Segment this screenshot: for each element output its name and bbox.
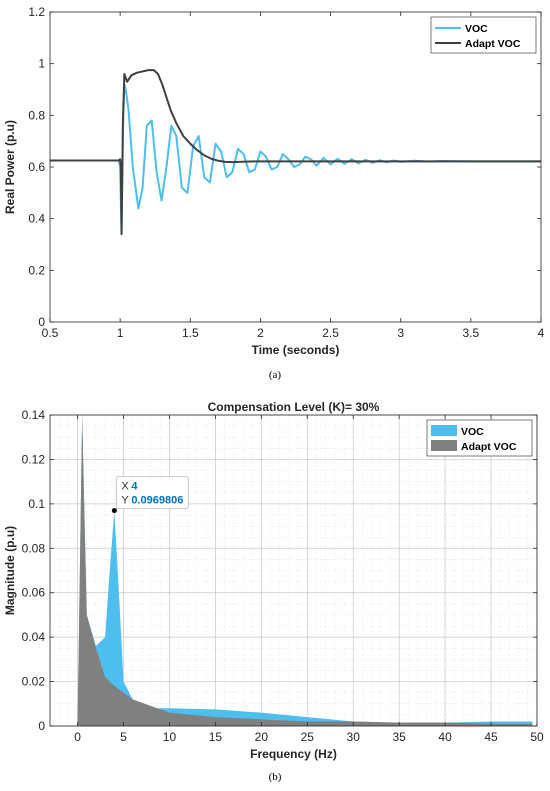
x-tick-label: 3.5: [463, 326, 480, 340]
x-tick-label: 25: [301, 730, 315, 744]
x-tick-label: 10: [163, 730, 177, 744]
y-tick-label: 0.04: [22, 630, 46, 644]
x-tick-label: 35: [392, 730, 406, 744]
x-tick-label: 15: [209, 730, 223, 744]
x-axis-label: Time (seconds): [252, 343, 340, 357]
x-tick-label: 3: [397, 326, 404, 340]
legend-box: [430, 16, 537, 54]
legend-label-1: Adapt VOC: [465, 38, 521, 50]
y-tick-label: 0.2: [28, 263, 45, 277]
x-axis-label: Frequency (Hz): [250, 747, 337, 761]
x-tick-label: 0: [74, 730, 81, 744]
x-tick-label: 50: [530, 730, 544, 744]
y-tick-label: 0.1: [28, 497, 45, 511]
x-tick-label: 2: [257, 326, 264, 340]
y-axis-label: Magnitude (p.u): [3, 526, 17, 615]
legend-label-0: VOC: [465, 23, 488, 35]
y-tick-label: 0: [38, 719, 45, 733]
y-tick-label: 0.08: [22, 541, 46, 555]
datatip-x-value: 4: [131, 481, 138, 493]
y-tick-label: 0.6: [28, 160, 45, 174]
x-tick-label: 1.5: [182, 326, 199, 340]
chart-a: 0.5 1 1.5 2 2.5 3 3.5 4 0 0.2 0.4 0.6 0.8 1 1.2 Time (s…: [3, 5, 545, 381]
legend-swatch-0: [431, 425, 457, 436]
chart-b: 0 5 10 15 20 25 30 35 40 45 50 0 0.02 0.04 0.06 0.08 0.1…: [3, 400, 544, 783]
y-tick-label: 0.06: [22, 586, 46, 600]
datatip: X 4Y 0.0969806: [111, 476, 189, 514]
y-tick-label: 0.4: [28, 212, 45, 226]
y-tick-label: 0.14: [22, 408, 46, 422]
y-tick-label: 1.2: [28, 5, 45, 19]
legend: VOC Adapt VOC: [430, 16, 537, 54]
x-tick-label: 30: [347, 730, 361, 744]
datatip-y-value: 0.0969806: [131, 495, 183, 507]
y-tick-label: 0.12: [22, 452, 46, 466]
series-area-1: [77, 415, 533, 726]
x-tick-label: 40: [438, 730, 452, 744]
y-tick-label: 1: [38, 57, 45, 71]
x-tick-label: 2.5: [322, 326, 339, 340]
x-tick-label: 4: [538, 326, 545, 340]
chart-title: Compensation Level (K)= 30%: [208, 400, 380, 414]
datatip-x-label: X: [121, 481, 129, 493]
legend-label-1: Adapt VOC: [461, 441, 517, 453]
legend: VOC Adapt VOC: [426, 419, 533, 457]
series-line-0: [50, 83, 541, 236]
x-tick-label: 20: [255, 730, 269, 744]
x-tick-label: 1: [117, 326, 124, 340]
figure-caption: (a): [269, 369, 282, 381]
series-line-1: [50, 69, 541, 236]
x-tick-label: 5: [120, 730, 127, 744]
x-tick-label: 0.5: [42, 326, 59, 340]
datatip-y-label: Y: [121, 495, 129, 507]
datatip-box: [115, 476, 189, 509]
figure-caption: (b): [269, 771, 282, 783]
axes-box: [49, 414, 538, 727]
legend-label-0: VOC: [461, 426, 484, 438]
y-axis-label: Real Power (p.u): [3, 120, 17, 214]
x-tick-label: 45: [484, 730, 498, 744]
legend-swatch-1: [431, 440, 457, 451]
datatip-marker: [111, 508, 117, 514]
y-tick-label: 0.8: [28, 108, 45, 122]
y-tick-label: 0.02: [22, 675, 46, 689]
y-tick-label: 0: [38, 315, 45, 329]
